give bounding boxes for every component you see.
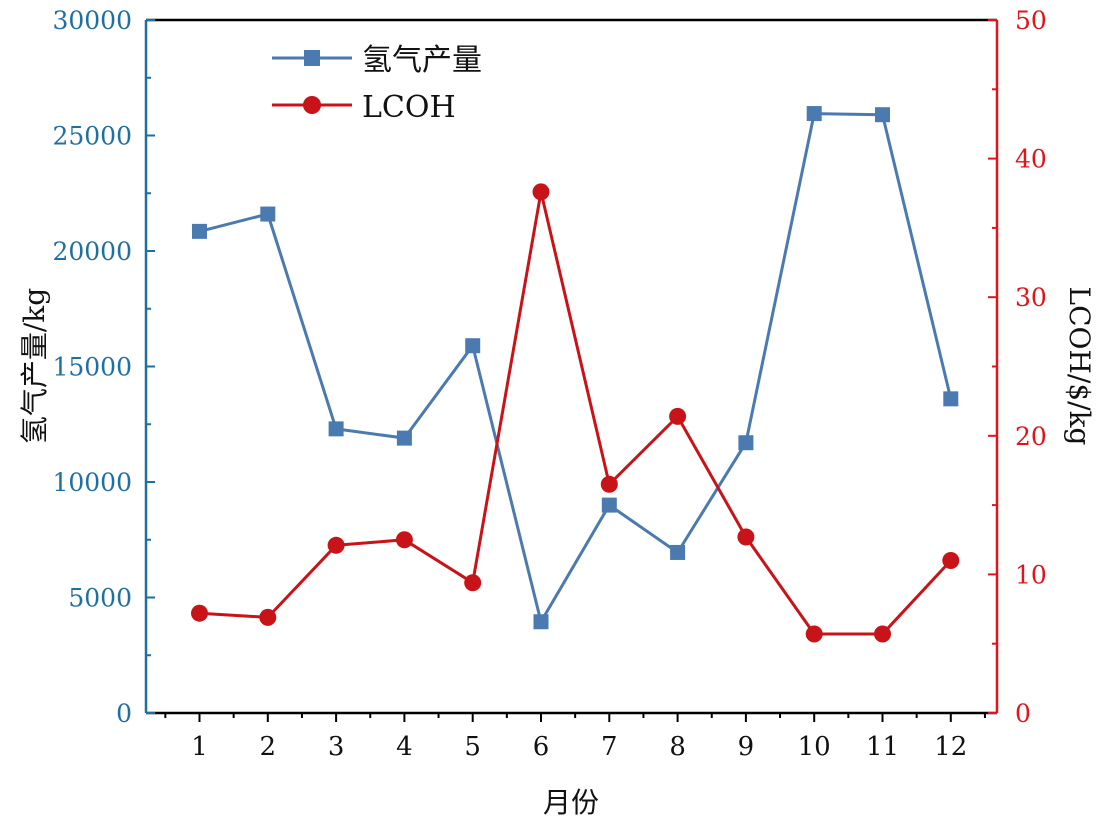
right-tick-label: 10 [1015,560,1047,589]
left-tick-label: 25000 [52,122,132,151]
right-tick-label: 0 [1015,699,1031,728]
x-tick-label: 5 [464,732,481,762]
h2-data-point [396,430,412,446]
lcoh-data-point [874,625,891,643]
lcoh-data-point [395,531,413,549]
right-tick-label: 20 [1015,422,1047,451]
x-tick-label: 4 [396,732,413,762]
h2-data-point [533,614,549,630]
x-tick-label: 10 [798,732,831,762]
series-layer [191,106,960,643]
left-tick-label: 15000 [52,353,132,382]
lcoh-data-point [805,625,823,643]
x-tick-label: 3 [328,732,345,762]
left-tick-label: 5000 [68,584,132,613]
left-tick-label: 20000 [52,237,132,266]
left-axis-ticks: 0 5000 10000 15000 20000 25000 30000 [52,6,155,728]
h2-data-point [601,497,617,513]
right-axis-title: LCOH/$/kg [1063,287,1096,446]
x-tick-label: 1 [191,732,208,762]
left-tick-label: 0 [116,699,132,728]
x-tick-label: 8 [669,732,686,762]
h2-data-point [670,544,686,560]
x-tick-label: 6 [533,732,550,762]
lcoh-data-point [191,604,208,622]
h2-data-point [328,421,344,437]
x-tick-label: 12 [934,732,967,762]
lcoh-data-point [532,183,550,201]
lcoh-data-point [600,475,618,493]
legend-circle-marker [303,96,321,114]
x-tick-label: 2 [260,732,277,762]
lcoh-data-point [259,608,277,626]
left-tick-label: 30000 [52,6,132,35]
h2-data-point [260,206,276,222]
left-axis-title: 氢气产量/kg [18,288,51,444]
x-tick-label: 9 [738,732,755,762]
right-tick-label: 50 [1015,6,1047,35]
x-axis-title: 月份 [543,786,599,819]
h2-data-point [738,435,754,451]
series-line-lcoh [199,190,952,636]
lcoh-data-point [669,407,687,425]
legend-label-h2: 氢气产量 [362,43,482,78]
lcoh-data-point [464,574,482,592]
h2-data-point [943,391,959,407]
left-tick-label: 10000 [52,468,132,497]
legend-label-lcoh: LCOH [362,90,456,125]
h2-data-point [806,106,822,122]
x-tick-label: 11 [866,732,899,762]
right-tick-label: 40 [1015,145,1047,174]
x-axis-ticks: 1 2 3 4 5 6 7 8 9 10 11 12 [164,713,986,762]
x-tick-label: 7 [601,732,618,762]
legend: 氢气产量 LCOH [272,43,482,125]
right-tick-label: 30 [1015,283,1047,312]
h2-data-point [875,107,890,123]
h2-data-point [465,338,481,354]
legend-square-marker [304,50,320,66]
h2-data-point [192,223,207,239]
lcoh-data-point [942,552,960,570]
series-line-h2 [199,112,953,624]
right-axis-ticks: 0 10 20 30 40 50 [988,6,1047,728]
lcoh-data-point [327,536,345,554]
lcoh-data-point [737,528,755,546]
